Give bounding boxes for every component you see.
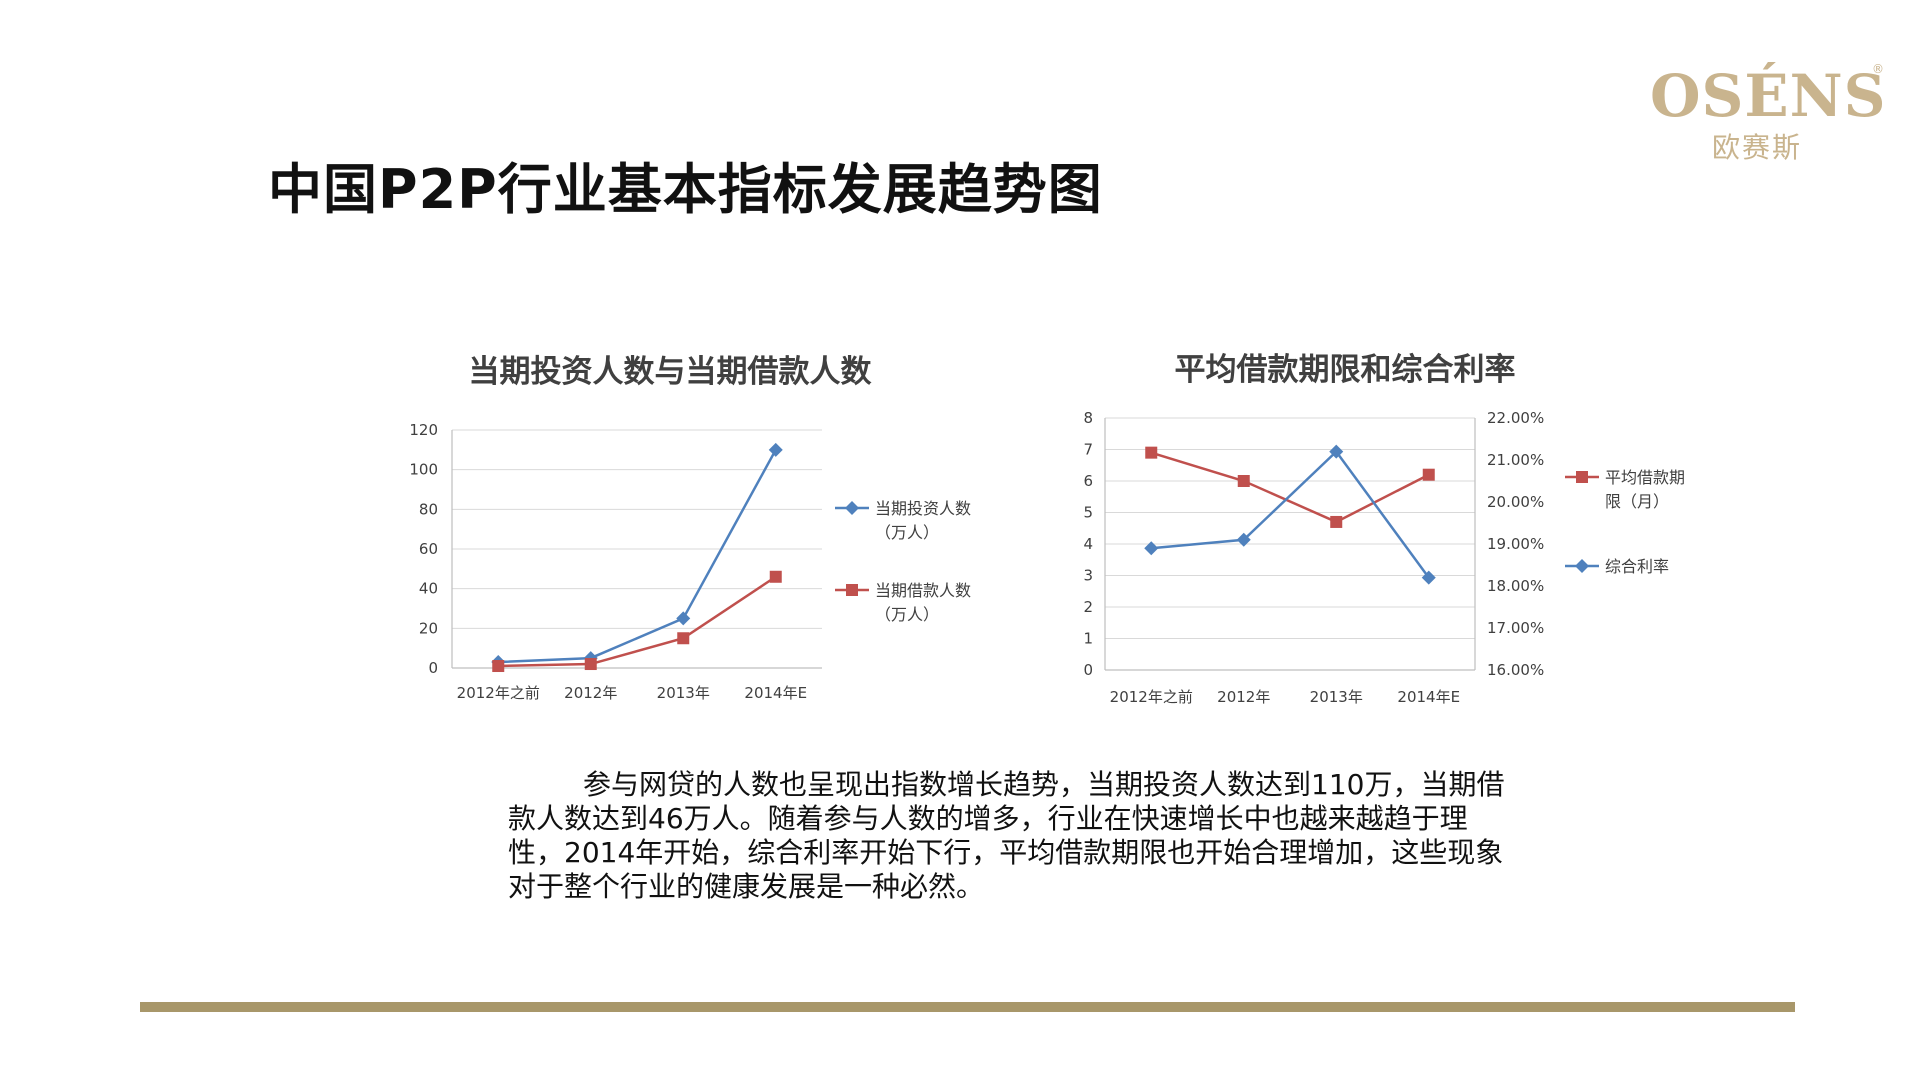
data-point [768,442,783,457]
y-left-tick-label: 5 [1083,504,1093,522]
chart-title: 平均借款期限和综合利率 [1175,352,1516,388]
x-tick-label: 2014年E [1397,688,1460,706]
y-left-tick-label: 6 [1083,472,1093,490]
y-right-tick-label: 19.00% [1487,535,1544,553]
data-point [1330,515,1343,528]
brand-logo: OSÉNS ® 欧赛斯 [1650,62,1886,172]
y-tick-label: 0 [428,659,438,677]
investors-borrowers-chart: 当期投资人数与当期借款人数 0 20 40 60 80 100 120 2012年之前 2012年… [409,354,971,702]
y-tick-label: 20 [419,619,438,637]
y-left-tick-label: 0 [1083,661,1093,679]
logo-wordmark: OSÉNS [1650,62,1887,130]
series-line-1 [498,575,777,668]
page-title: 中国P2P行业基本指标发展趋势图 [268,158,1103,221]
data-point [1236,532,1251,547]
y-right-tick-label: 20.00% [1487,493,1544,511]
legend-label-0-1: 限（月） [1605,492,1669,511]
chart-title: 当期投资人数与当期借款人数 [469,354,872,390]
data-point [1144,541,1159,556]
data-point [1422,468,1435,481]
y-right-tick-label: 18.00% [1487,577,1544,595]
data-point [1145,446,1158,459]
y-tick-label: 80 [419,500,438,518]
logo-registered-mark: ® [1872,62,1884,76]
x-tick-label: 2014年E [744,684,807,702]
data-point [769,570,782,583]
series-line-0 [1150,451,1430,524]
legend-label-0-1: （万人） [875,523,939,542]
y-left-tick-label: 4 [1083,535,1093,553]
y-left-tick-label: 3 [1083,567,1093,585]
data-point [676,611,691,626]
x-tick-label: 2012年之前 [457,684,540,702]
legend-marker-0 [845,501,859,515]
data-point [1421,570,1436,585]
legend-marker-1 [1575,559,1589,573]
legend-label-1-1: （万人） [875,605,939,624]
x-tick-label: 2012年 [564,684,617,702]
data-point [584,658,597,671]
x-tick-label: 2013年 [1310,688,1363,706]
y-tick-label: 100 [409,461,438,479]
logo-chinese-name: 欧赛斯 [1712,131,1803,164]
y-left-tick-label: 7 [1083,441,1093,459]
y-tick-label: 120 [409,421,438,439]
legend-label-1-0: 综合利率 [1605,557,1669,576]
legend-marker-0 [1576,471,1588,483]
legend-label-0-0: 平均借款期 [1605,468,1685,487]
x-tick-label: 2013年 [657,684,710,702]
y-right-tick-label: 16.00% [1487,661,1544,679]
y-left-tick-label: 8 [1083,409,1093,427]
y-tick-label: 40 [419,580,438,598]
legend-label-0-0: 当期投资人数 [875,499,971,518]
data-point [492,660,505,673]
description-paragraph: 参与网贷的人数也呈现出指数增长趋势，当期投资人数达到110万，当期借款人数达到4… [508,768,1505,903]
data-point [1237,475,1250,487]
data-point [677,632,690,645]
legend-label-1-0: 当期借款人数 [875,581,971,600]
y-right-tick-label: 22.00% [1487,409,1544,427]
footer-divider [140,1002,1795,1012]
y-right-tick-label: 17.00% [1487,619,1544,637]
legend-marker-1 [846,584,858,596]
term-rate-chart: 平均借款期限和综合利率 0 1 2 3 4 5 6 7 8 16.00% 17.00% 18.00% 19… [1083,352,1685,706]
series-line-1 [1151,449,1430,579]
series-line-0 [498,449,777,664]
y-left-tick-label: 1 [1083,630,1093,648]
x-tick-label: 2012年 [1217,688,1270,706]
x-tick-label: 2012年之前 [1110,688,1193,706]
y-tick-label: 60 [419,540,438,558]
y-left-tick-label: 2 [1083,598,1093,616]
data-point [1329,444,1344,459]
y-right-tick-label: 21.00% [1487,451,1544,469]
